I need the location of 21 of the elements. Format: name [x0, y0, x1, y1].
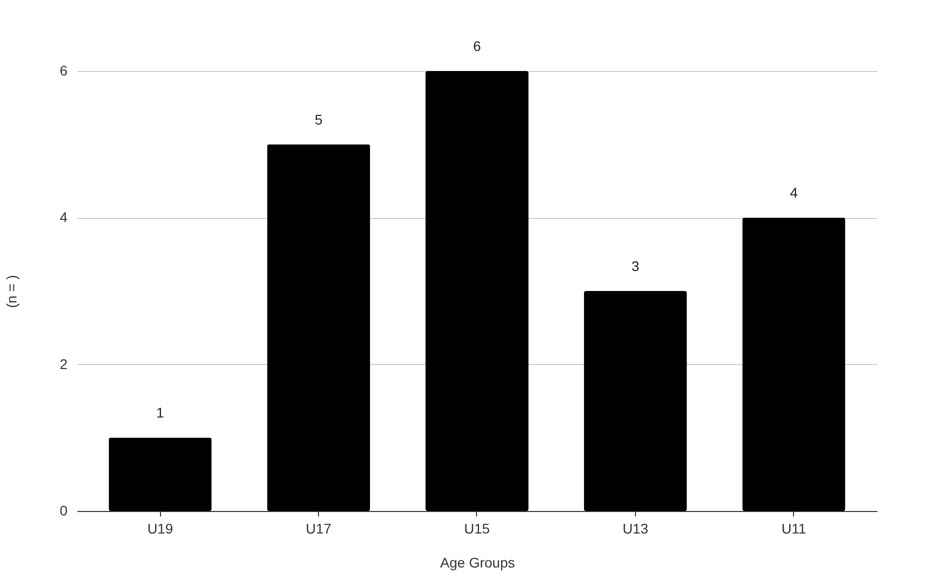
- y-tick-label: 0: [60, 502, 68, 518]
- bar: [426, 71, 528, 511]
- x-tick-label: U15: [464, 520, 490, 536]
- x-tick-label: U19: [147, 520, 174, 536]
- y-tick-label: 4: [60, 209, 68, 226]
- x-tick-label: U13: [622, 520, 648, 536]
- data-label: 1: [156, 404, 164, 421]
- data-label: 3: [632, 258, 640, 274]
- x-tick-label: U11: [782, 520, 806, 536]
- x-tick-label: U17: [306, 520, 332, 536]
- data-label: 6: [473, 38, 482, 54]
- y-tick-label: 2: [60, 356, 68, 372]
- y-tick-label: 6: [60, 62, 68, 78]
- data-label: 5: [314, 111, 323, 128]
- bar: [267, 144, 370, 511]
- bar: [584, 291, 687, 511]
- data-label: 4: [790, 184, 798, 201]
- bar: [742, 218, 846, 511]
- x-axis-title: Age Groups: [440, 554, 515, 570]
- y-axis-title: (n = ): [4, 274, 20, 308]
- bar: [108, 438, 212, 511]
